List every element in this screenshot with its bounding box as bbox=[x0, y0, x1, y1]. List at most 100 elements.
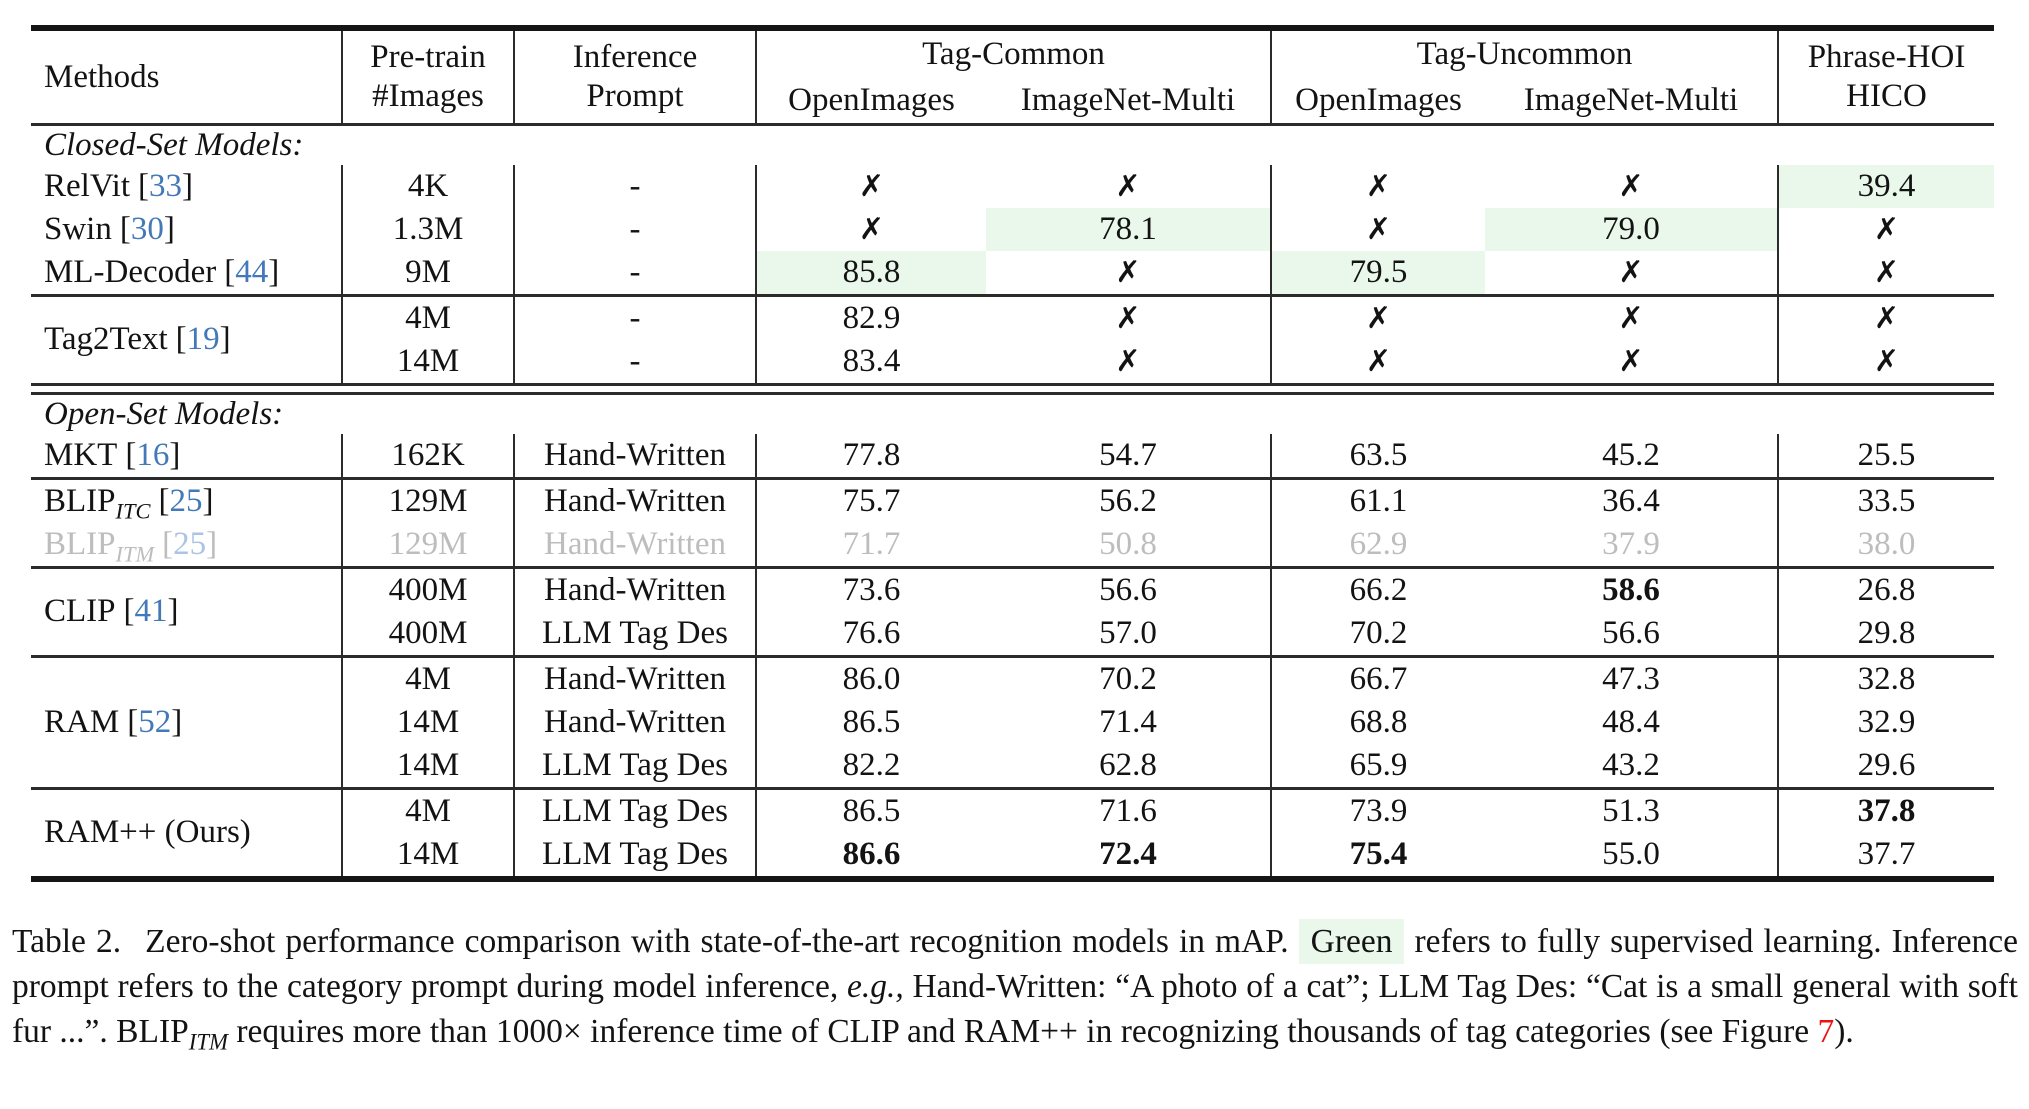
score-cell: ✗ bbox=[1485, 339, 1779, 385]
score-cell: ✗ bbox=[1873, 343, 1900, 379]
method-name: BLIP bbox=[44, 525, 116, 562]
subcol-tu-openimages: OpenImages bbox=[1271, 77, 1485, 126]
score-cell: 48.4 bbox=[1485, 700, 1779, 744]
citation-link[interactable]: 25 bbox=[169, 482, 203, 519]
score-cell: 62.8 bbox=[986, 743, 1272, 790]
score-cell: 50.8 bbox=[986, 522, 1272, 569]
citation-link[interactable]: 44 bbox=[235, 253, 269, 290]
table-row-rampp-4m: RAM++ (Ours) 4M LLM Tag Des 86.5 71.6 73… bbox=[31, 788, 1994, 879]
prompt-cell: Hand-Written bbox=[514, 567, 757, 612]
score-cell: 86.0 bbox=[842, 660, 901, 697]
pretrain-cell: 129M bbox=[342, 478, 515, 523]
method-name: CLIP bbox=[44, 593, 116, 630]
pretrain-cell: 4M bbox=[342, 788, 515, 833]
table-caption: Table 2. Zero-shot performance compariso… bbox=[12, 919, 2018, 1054]
cite-bracket: [ bbox=[158, 482, 170, 519]
citation: [19] bbox=[176, 321, 231, 357]
score-cell: 51.3 bbox=[1485, 788, 1779, 833]
score-cell: 43.2 bbox=[1485, 743, 1779, 790]
caption-eg: e.g., bbox=[846, 968, 904, 1005]
table-row-blip-itc: BLIPITC [25] 129M Hand-Written 75.7 56.2 … bbox=[31, 478, 1994, 523]
score-cell: ✗ bbox=[1485, 164, 1779, 208]
pretrain-cell: 400M bbox=[342, 567, 515, 612]
method-name: MKT bbox=[44, 436, 118, 473]
method-subscript: ITM bbox=[115, 541, 155, 567]
method-name: ML-Decoder bbox=[44, 253, 217, 290]
caption-green-swatch: Green bbox=[1298, 919, 1405, 964]
prompt-cell: - bbox=[514, 295, 757, 340]
subcol-tc-openimages: OpenImages bbox=[756, 77, 986, 126]
pretrain-cell: 14M bbox=[342, 339, 515, 385]
score-cell: 70.2 bbox=[1271, 611, 1485, 658]
score-cell: 66.2 bbox=[1349, 571, 1408, 608]
score-cell: 73.9 bbox=[1349, 792, 1408, 829]
section-row-closed-set: Closed-Set Models: bbox=[31, 125, 1994, 165]
score-cell: 65.9 bbox=[1271, 743, 1485, 790]
pretrain-cell: 4M bbox=[342, 656, 515, 701]
cite-bracket: ] bbox=[171, 703, 183, 740]
citation: [16] bbox=[125, 437, 180, 473]
score-cell: ✗ bbox=[1365, 168, 1392, 204]
prompt-cell: LLM Tag Des bbox=[514, 611, 757, 658]
method-subscript: ITC bbox=[115, 498, 151, 523]
prompt-cell: Hand-Written bbox=[514, 656, 757, 701]
pretrain-cell: 14M bbox=[342, 743, 515, 790]
table-row-ram-4m: RAM [52] 4M Hand-Written 86.0 70.2 66.7 4… bbox=[31, 656, 1994, 790]
figure-7-link[interactable]: 7 bbox=[1817, 1013, 1835, 1050]
score-cell: 61.1 bbox=[1349, 482, 1408, 519]
method-cell: ML-Decoder [44] bbox=[31, 250, 343, 297]
cite-bracket: [ bbox=[119, 210, 131, 247]
citation-link[interactable]: 41 bbox=[134, 593, 168, 630]
inference-line2: Prompt bbox=[586, 78, 684, 114]
score-cell: 54.7 bbox=[986, 433, 1272, 480]
score-cell: 32.8 bbox=[1857, 660, 1916, 697]
section-divider-double-rule bbox=[31, 382, 1994, 395]
group-header-tag-common: Tag-Common bbox=[756, 28, 1272, 77]
cite-bracket: ] bbox=[182, 167, 194, 204]
score-cell: 26.8 bbox=[1857, 571, 1916, 608]
score-cell-best: 58.6 bbox=[1485, 567, 1779, 612]
results-table-wrapper: Methods Pre-train #Images Inference Prom… bbox=[31, 25, 1994, 882]
method-cell: MKT [16] bbox=[31, 433, 343, 480]
score-cell: 86.5 bbox=[842, 792, 901, 829]
pretrain-cell: 1.3M bbox=[342, 207, 515, 251]
method-name: RelVit bbox=[44, 167, 131, 204]
table-row-blip-itm: BLIPITM [25] 129M Hand-Written 71.7 50.8 … bbox=[31, 522, 1994, 569]
pretrain-cell: 14M bbox=[342, 832, 515, 879]
table-row-mkt: MKT [16] 162K Hand-Written 77.8 54.7 63.5… bbox=[31, 433, 1994, 480]
table-body: Closed-Set Models: RelVit [33] 4K - ✗ ✗ ✗… bbox=[31, 125, 1994, 879]
citation-link[interactable]: 30 bbox=[130, 210, 164, 247]
score-cell-best: 37.8 bbox=[1857, 792, 1916, 829]
header-row-groups: Methods Pre-train #Images Inference Prom… bbox=[31, 28, 1994, 126]
section-label-closed: Closed-Set Models: bbox=[44, 127, 304, 163]
citation-link[interactable]: 19 bbox=[186, 321, 220, 358]
pretrain-cell: 4K bbox=[342, 164, 515, 208]
double-rule bbox=[31, 382, 1994, 395]
score-cell: ✗ bbox=[986, 295, 1272, 340]
citation: [25] bbox=[158, 483, 213, 519]
score-cell: ✗ bbox=[858, 168, 885, 204]
citation: [52] bbox=[127, 704, 182, 740]
table-row-swin: Swin [30] 1.3M - ✗ 78.1 ✗ 79.0 ✗ bbox=[31, 207, 1994, 251]
score-cell: 56.2 bbox=[986, 478, 1272, 523]
citation-link[interactable]: 16 bbox=[136, 436, 170, 473]
cite-bracket: [ bbox=[162, 525, 174, 562]
caption-text-2: refers to fully supervised learning. Inf… bbox=[12, 923, 2019, 1005]
cite-bracket: [ bbox=[138, 167, 150, 204]
cite-bracket: [ bbox=[224, 253, 236, 290]
citation-link[interactable]: 33 bbox=[149, 167, 183, 204]
caption-label: Table 2. bbox=[12, 923, 122, 960]
cite-bracket: ] bbox=[206, 525, 218, 562]
prompt-cell: LLM Tag Des bbox=[514, 743, 757, 790]
col-header-pretrain-images: Pre-train #Images bbox=[342, 28, 515, 126]
score-cell: ✗ bbox=[1365, 300, 1392, 336]
results-table: Methods Pre-train #Images Inference Prom… bbox=[31, 25, 1994, 882]
pretrain-cell: 4M bbox=[342, 295, 515, 340]
cite-bracket: ] bbox=[202, 482, 214, 519]
score-cell: 70.2 bbox=[986, 656, 1272, 701]
citation-link[interactable]: 52 bbox=[138, 703, 172, 740]
score-cell: 56.6 bbox=[986, 567, 1272, 612]
score-cell: 32.9 bbox=[1857, 703, 1916, 740]
citation-link[interactable]: 25 bbox=[173, 525, 207, 562]
score-cell: 37.7 bbox=[1857, 835, 1916, 872]
